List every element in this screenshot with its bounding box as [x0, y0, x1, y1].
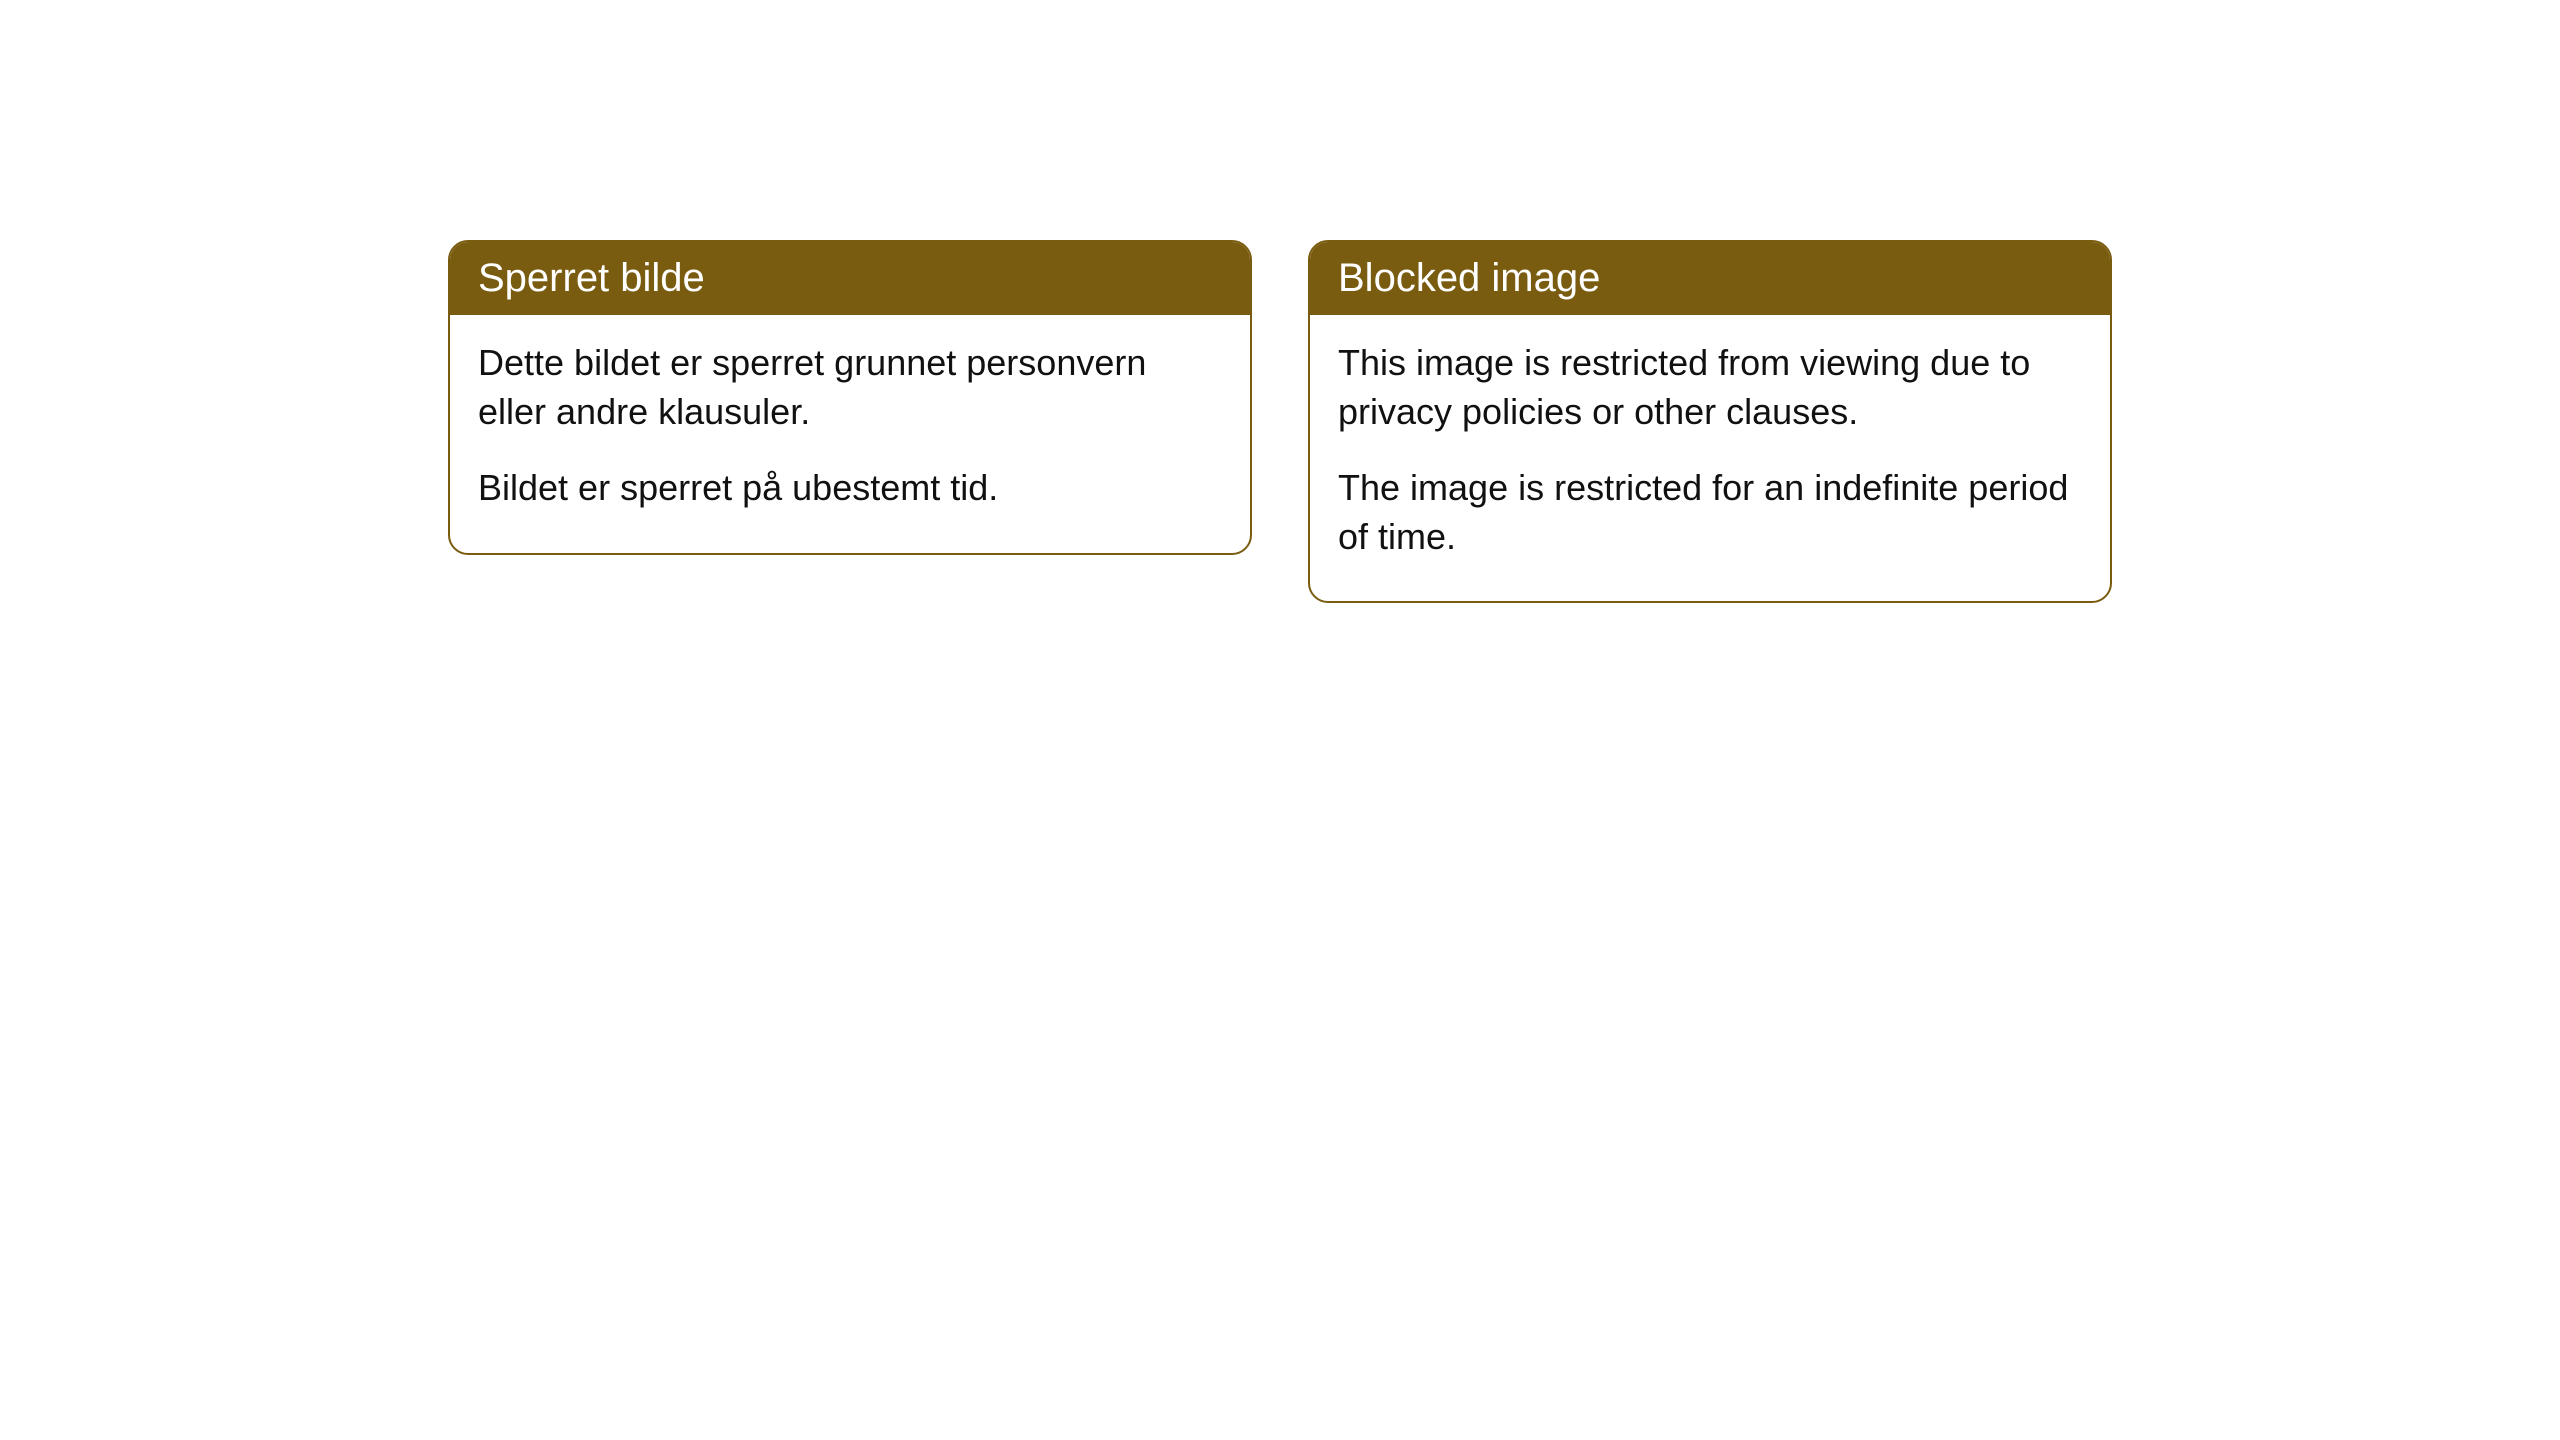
- blocked-image-card-english: Blocked image This image is restricted f…: [1308, 240, 2112, 603]
- card-body-norwegian: Dette bildet er sperret grunnet personve…: [450, 315, 1250, 553]
- card-paragraph-2-english: The image is restricted for an indefinit…: [1338, 464, 2082, 561]
- blocked-image-card-norwegian: Sperret bilde Dette bildet er sperret gr…: [448, 240, 1252, 555]
- cards-container: Sperret bilde Dette bildet er sperret gr…: [448, 240, 2112, 1440]
- card-title-english: Blocked image: [1310, 242, 2110, 315]
- card-paragraph-1-english: This image is restricted from viewing du…: [1338, 339, 2082, 436]
- card-body-english: This image is restricted from viewing du…: [1310, 315, 2110, 601]
- card-paragraph-2-norwegian: Bildet er sperret på ubestemt tid.: [478, 464, 1222, 513]
- card-title-norwegian: Sperret bilde: [450, 242, 1250, 315]
- card-paragraph-1-norwegian: Dette bildet er sperret grunnet personve…: [478, 339, 1222, 436]
